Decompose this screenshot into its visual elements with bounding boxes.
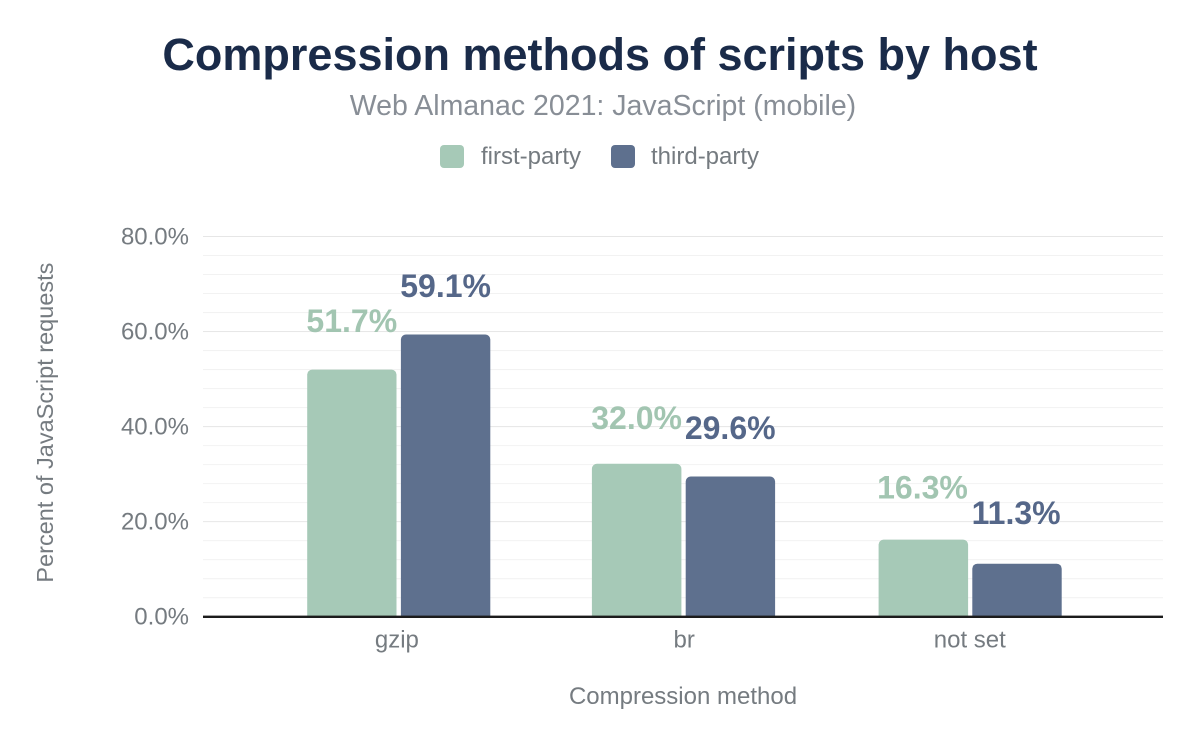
- svg-text:59.1%: 59.1%: [400, 268, 491, 304]
- svg-text:29.6%: 29.6%: [685, 410, 776, 446]
- svg-text:0.0%: 0.0%: [134, 604, 189, 631]
- svg-text:40.0%: 40.0%: [121, 414, 189, 441]
- svg-text:20.0%: 20.0%: [121, 509, 189, 536]
- svg-text:32.0%: 32.0%: [591, 400, 682, 436]
- svg-text:first-party: first-party: [481, 143, 581, 170]
- svg-text:60.0%: 60.0%: [121, 318, 189, 345]
- svg-text:third-party: third-party: [651, 143, 759, 170]
- svg-text:Web Almanac 2021: JavaScript (: Web Almanac 2021: JavaScript (mobile): [350, 90, 856, 122]
- svg-text:80.0%: 80.0%: [121, 223, 189, 250]
- svg-text:51.7%: 51.7%: [306, 303, 397, 339]
- svg-text:not set: not set: [934, 627, 1006, 654]
- svg-text:Percent of JavaScript requests: Percent of JavaScript requests: [32, 263, 58, 583]
- svg-text:Compression methods of scripts: Compression methods of scripts by host: [162, 29, 1037, 80]
- svg-text:11.3%: 11.3%: [972, 495, 1061, 531]
- svg-text:Compression method: Compression method: [569, 683, 797, 710]
- svg-text:gzip: gzip: [375, 627, 419, 654]
- svg-text:br: br: [674, 627, 695, 654]
- svg-text:16.3%: 16.3%: [877, 470, 968, 506]
